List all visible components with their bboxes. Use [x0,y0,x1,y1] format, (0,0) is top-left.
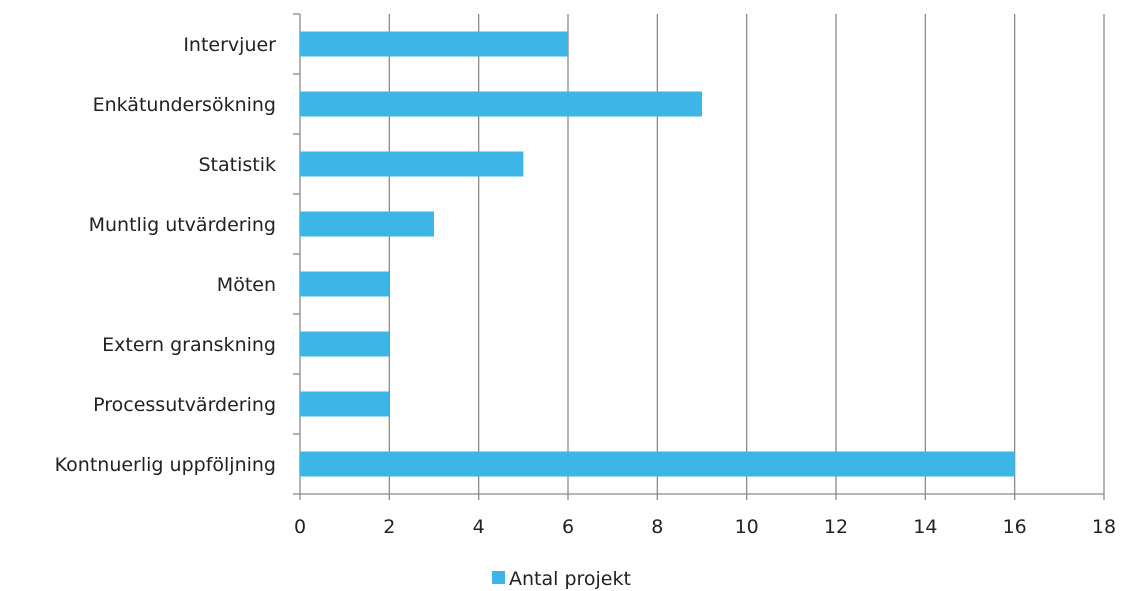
x-tick-label: 0 [294,516,306,538]
category-label: Extern granskning [102,334,276,356]
axes [293,13,1105,500]
category-label: Möten [217,274,276,296]
legend-label: Antal projekt [509,568,631,590]
bars [300,31,1015,477]
category-label: Statistik [198,154,276,176]
x-tick-label: 16 [1003,516,1027,538]
bar-intervjuer [300,31,568,57]
legend: Antal projekt [492,568,631,590]
category-label: Enkätundersökning [93,94,276,116]
category-labels: Intervjuer Enkätundersökning Statistik Munt… [55,34,277,476]
category-label: Kontnuerlig uppföljning [55,454,276,476]
category-label: Intervjuer [183,34,276,56]
x-tick-label: 2 [383,516,395,538]
x-tick-label: 4 [473,516,485,538]
x-tick-label: 10 [735,516,759,538]
gridlines [388,14,1105,494]
bar-muntlig-utv-rdering [300,211,434,237]
x-tick-label: 12 [824,516,848,538]
bar-enk-tunders-kning [300,91,702,117]
bar-processutv-rdering [300,391,390,417]
category-label: Processutvärdering [93,394,276,416]
x-tick-label: 14 [913,516,937,538]
bar-kontnuerlig-uppf-ljning [300,451,1015,477]
bar-extern-granskning [300,331,390,357]
x-tick-label: 18 [1092,516,1116,538]
x-tick-label: 8 [651,516,663,538]
legend-swatch [492,571,505,584]
bar-statistik [300,151,524,177]
x-tick-label: 6 [562,516,574,538]
category-label: Muntlig utvärdering [89,214,276,236]
x-tick-labels: 0 2 4 6 8 10 12 14 16 18 [294,516,1116,538]
bar-m-ten [300,271,390,297]
